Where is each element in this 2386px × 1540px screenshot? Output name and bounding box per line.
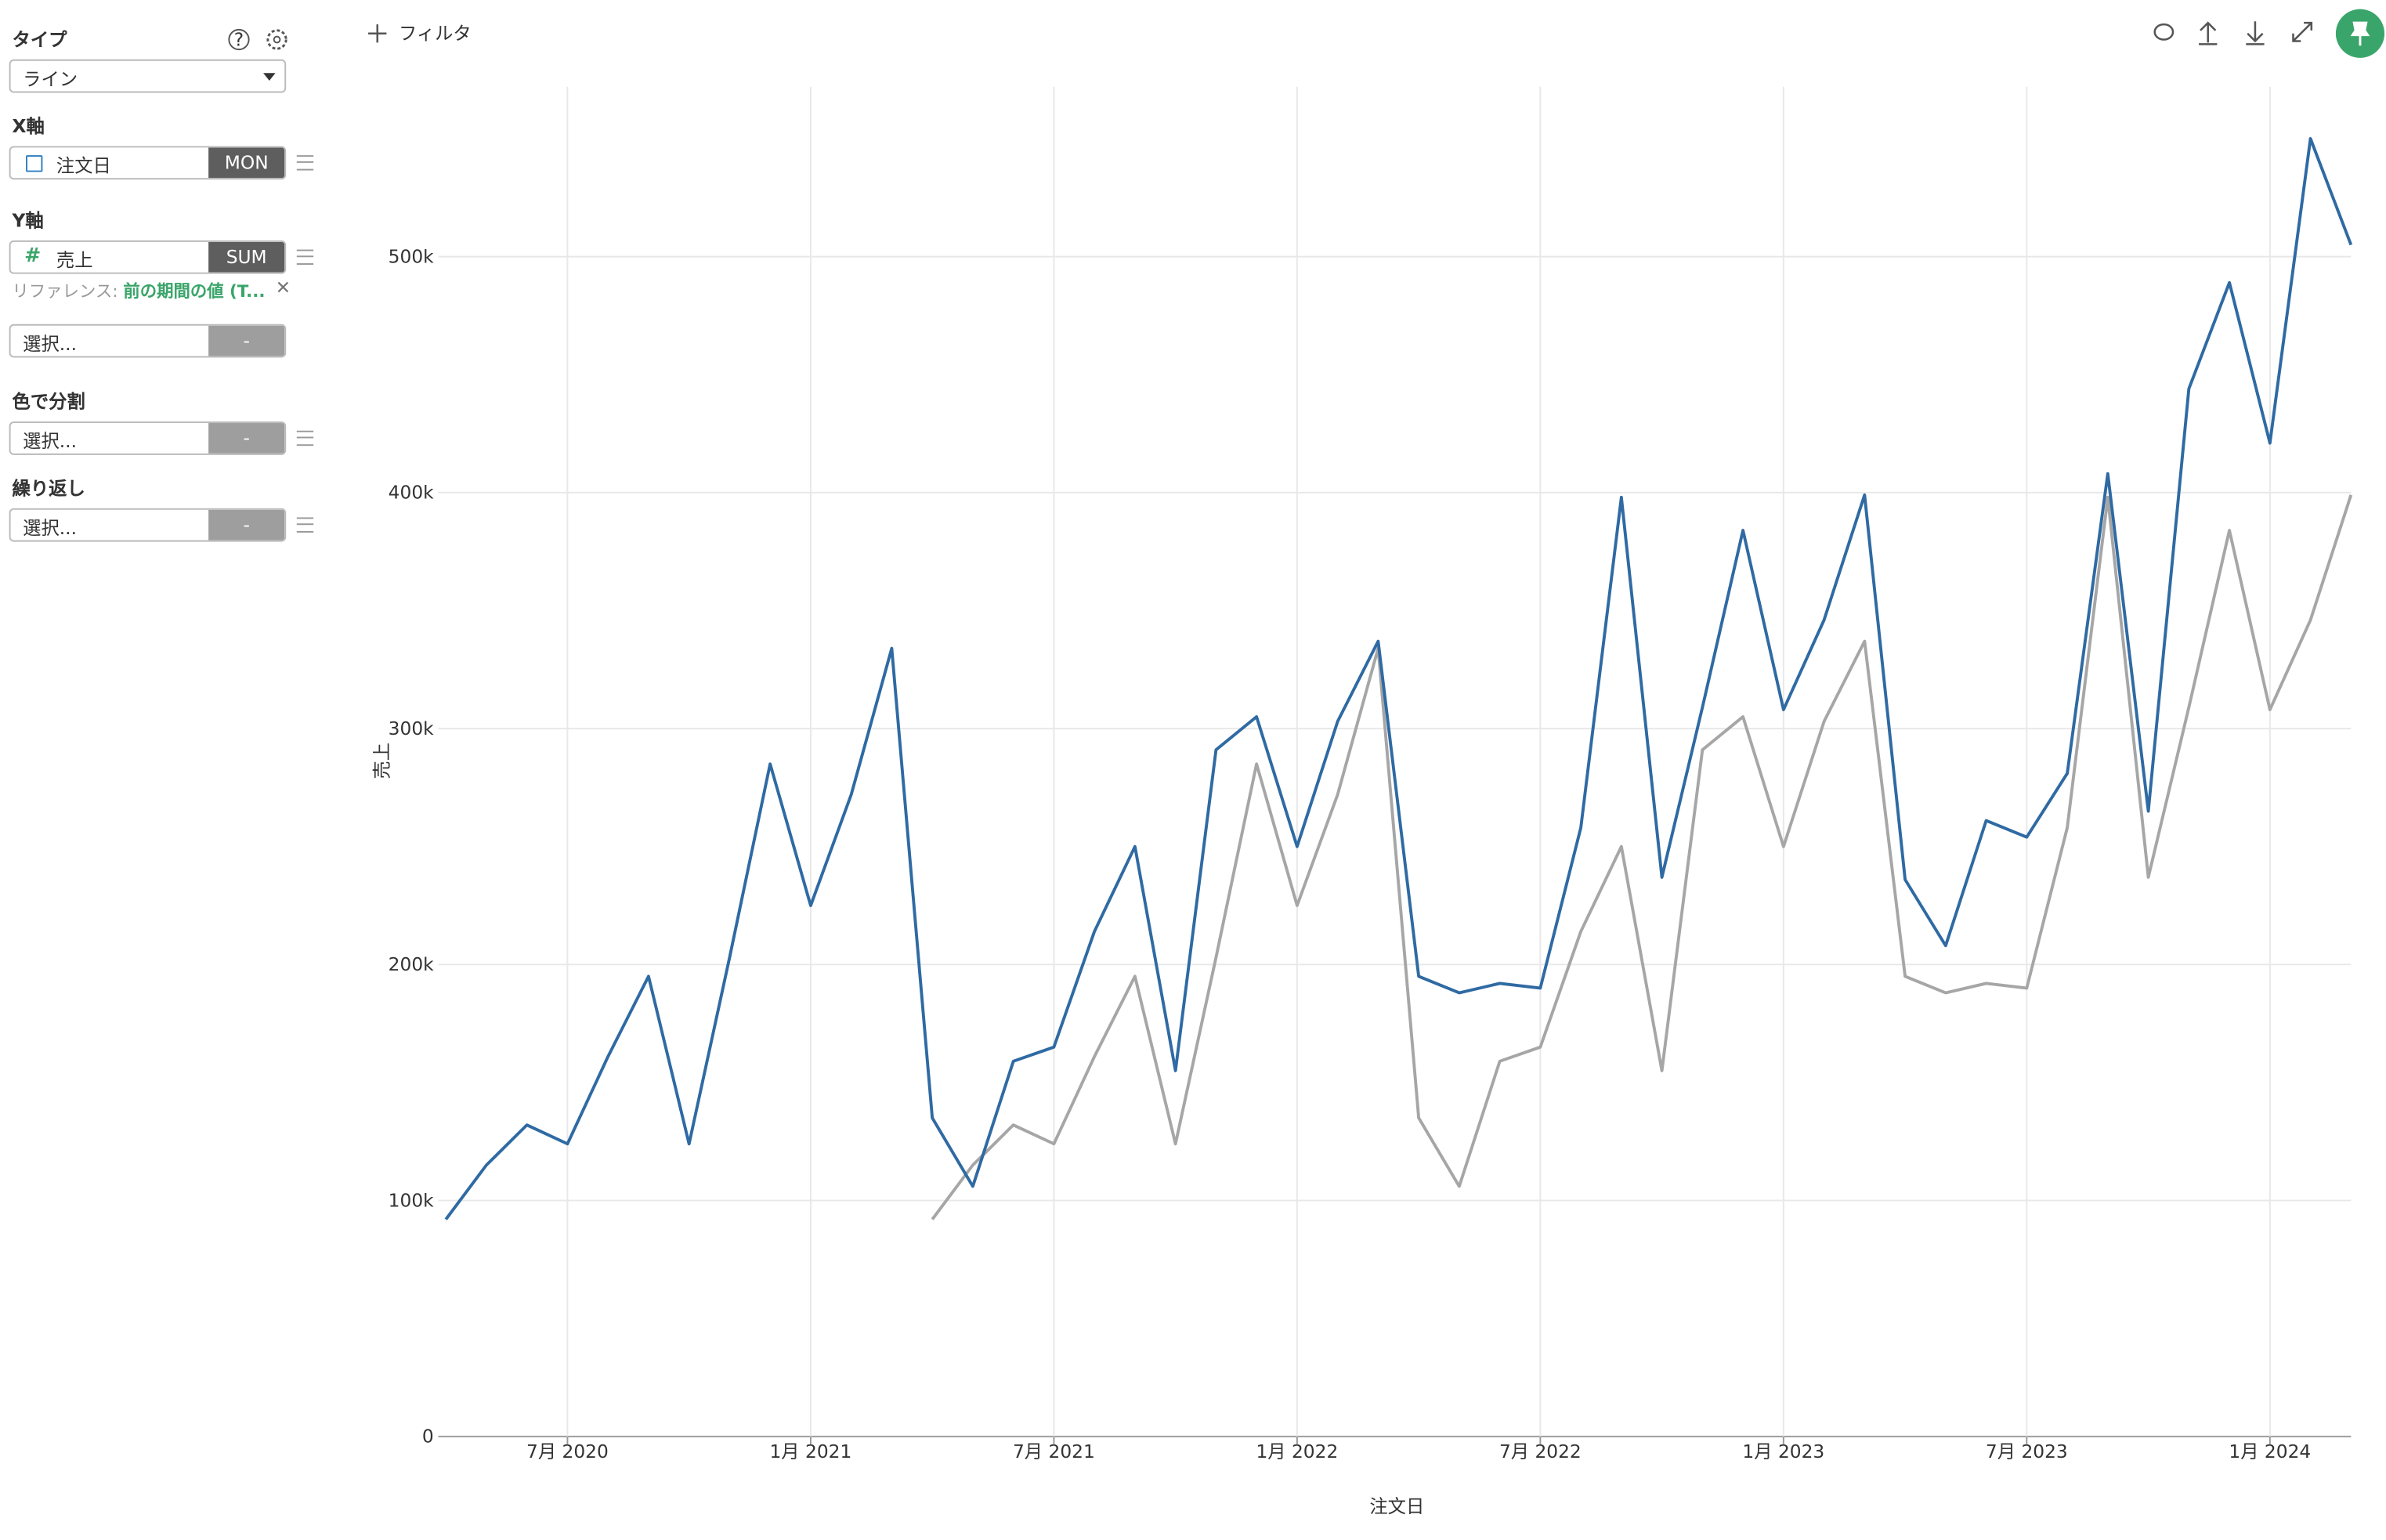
settings-icon[interactable] bbox=[266, 29, 287, 50]
series-line bbox=[931, 494, 2353, 1220]
y-tick-label: 300k bbox=[389, 718, 434, 739]
y-label: Y軸 bbox=[12, 210, 44, 232]
color-agg[interactable]: - bbox=[208, 423, 285, 454]
x-label: X軸 bbox=[12, 115, 45, 137]
color-field[interactable]: 選択... - bbox=[9, 421, 287, 455]
type-label: タイプ bbox=[12, 28, 67, 51]
download-icon[interactable] bbox=[2246, 21, 2265, 45]
x-tick-label: 7月 2022 bbox=[1499, 1441, 1582, 1462]
x-tick-label: 7月 2023 bbox=[1986, 1441, 2068, 1462]
reference: リファレンス: 前の期間の値 (T... bbox=[13, 278, 266, 302]
repeat-select: 選択... bbox=[23, 517, 78, 539]
repeat-agg[interactable]: - bbox=[208, 509, 285, 540]
type-value: ライン bbox=[23, 68, 78, 90]
plus-icon[interactable] bbox=[368, 24, 387, 43]
y-field-name: 売上 bbox=[56, 249, 93, 271]
reference-value[interactable]: 前の期間の値 (T... bbox=[123, 281, 266, 302]
x-field-name: 注文日 bbox=[56, 155, 111, 177]
repeat-menu[interactable] bbox=[296, 517, 314, 533]
x-axis-title: 注文日 bbox=[1369, 1496, 1424, 1517]
x-agg[interactable]: MON bbox=[208, 147, 285, 179]
type-select[interactable]: ライン bbox=[9, 59, 287, 93]
toolbar-icons bbox=[2153, 21, 2313, 45]
y-tick-label: 100k bbox=[389, 1190, 434, 1211]
x-tick-label: 1月 2023 bbox=[1742, 1441, 1824, 1462]
color-menu[interactable] bbox=[296, 430, 314, 446]
upload-icon[interactable] bbox=[2199, 21, 2218, 45]
y-menu[interactable] bbox=[296, 249, 314, 266]
extra-field[interactable]: 選択... - bbox=[9, 324, 287, 358]
expand-icon[interactable] bbox=[2292, 21, 2313, 42]
color-select: 選択... bbox=[23, 430, 78, 452]
x-tick-label: 1月 2024 bbox=[2229, 1441, 2311, 1462]
settings-center bbox=[273, 35, 281, 44]
series-line bbox=[444, 137, 2353, 1220]
x-tick-label: 7月 2020 bbox=[526, 1441, 609, 1462]
y-field[interactable]: # 売上 SUM bbox=[9, 240, 287, 274]
extra-agg[interactable]: - bbox=[208, 325, 285, 356]
x-field[interactable]: 注文日 MON bbox=[9, 146, 287, 180]
comment-icon[interactable] bbox=[2153, 23, 2175, 41]
y-tick-label: 400k bbox=[389, 483, 434, 504]
color-label: 色で分割 bbox=[12, 391, 85, 413]
x-tick-label: 1月 2022 bbox=[1256, 1441, 1338, 1462]
help-mark: ? bbox=[234, 29, 244, 50]
x-tick-label: 1月 2021 bbox=[769, 1441, 851, 1462]
repeat-field[interactable]: 選択... - bbox=[9, 508, 287, 542]
y-tick-label: 200k bbox=[389, 954, 434, 975]
help-icon[interactable] bbox=[228, 28, 250, 51]
filter-button[interactable]: フィルタ bbox=[399, 23, 472, 45]
extra-select: 選択... bbox=[23, 333, 78, 355]
reference-prefix: リファレンス: bbox=[12, 281, 118, 302]
calendar-icon bbox=[26, 155, 43, 172]
x-tick-label: 7月 2021 bbox=[1013, 1441, 1095, 1462]
pin-icon bbox=[2350, 21, 2370, 46]
y-agg[interactable]: SUM bbox=[208, 241, 285, 273]
y-axis-title: 売上 bbox=[371, 743, 392, 779]
reference-remove[interactable]: ✕ bbox=[275, 277, 291, 298]
number-icon: # bbox=[24, 244, 42, 268]
y-tick-label: 0 bbox=[422, 1426, 434, 1448]
x-menu[interactable] bbox=[296, 155, 314, 171]
y-tick-label: 500k bbox=[389, 246, 434, 267]
dropdown-arrow bbox=[263, 73, 276, 86]
repeat-label: 繰り返し bbox=[12, 477, 85, 500]
